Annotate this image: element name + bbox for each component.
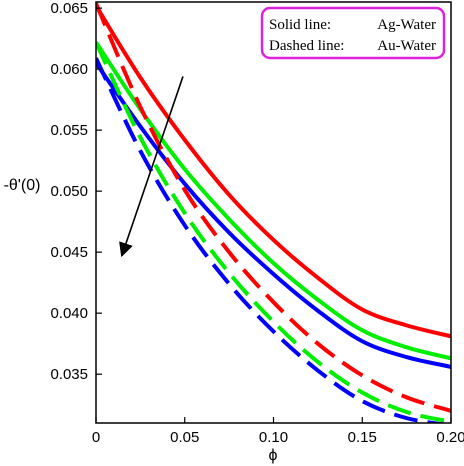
legend-style-dashed: Dashed line: (269, 38, 344, 54)
legend-box (260, 6, 446, 60)
y-axis-label: -θ'(0) (4, 177, 41, 194)
legend-fluid-au: Au-Water (377, 38, 436, 54)
x-tick-label: 0.10 (259, 429, 288, 446)
legend-fluid-ag: Ag-Water (377, 17, 436, 33)
solid-series-line-2 (96, 41, 451, 361)
annotation-layer (119, 76, 184, 258)
legend: Solid line: Ag-Water Dashed line: Au-Wat… (260, 6, 446, 60)
x-tick-label: 0.20 (436, 429, 464, 446)
y-tick-label: 0.050 (50, 183, 88, 200)
solid-series-line-1 (96, 4, 451, 339)
series-layer (96, 2, 451, 423)
dashed-series-line-4 (96, 2, 451, 413)
y-tick-label: 0.045 (50, 244, 88, 261)
x-tick-label: 0.05 (170, 429, 199, 446)
axes-layer: 0 0.05 0.10 0.15 0.20 0.035 0.040 0.045 0.050 0.0… (50, 0, 464, 446)
y-tick-label: 0.040 (50, 305, 88, 322)
dashed-series-line-6 (96, 57, 449, 423)
dashed-series-line-5 (96, 41, 451, 423)
x-axis-label: ϕ (269, 447, 278, 464)
x-tick-label: 0 (92, 429, 100, 446)
y-tick-label: 0.065 (50, 0, 88, 17)
legend-style-solid: Solid line: (269, 17, 331, 33)
y-tick-label: 0.035 (50, 366, 88, 383)
y-tick-label: 0.060 (50, 61, 88, 78)
trend-arrow (119, 76, 184, 258)
plot-frame (95, 1, 452, 424)
solid-series-line-3 (96, 61, 451, 369)
y-tick-label: 0.055 (50, 122, 88, 139)
x-tick-label: 0.15 (348, 429, 377, 446)
